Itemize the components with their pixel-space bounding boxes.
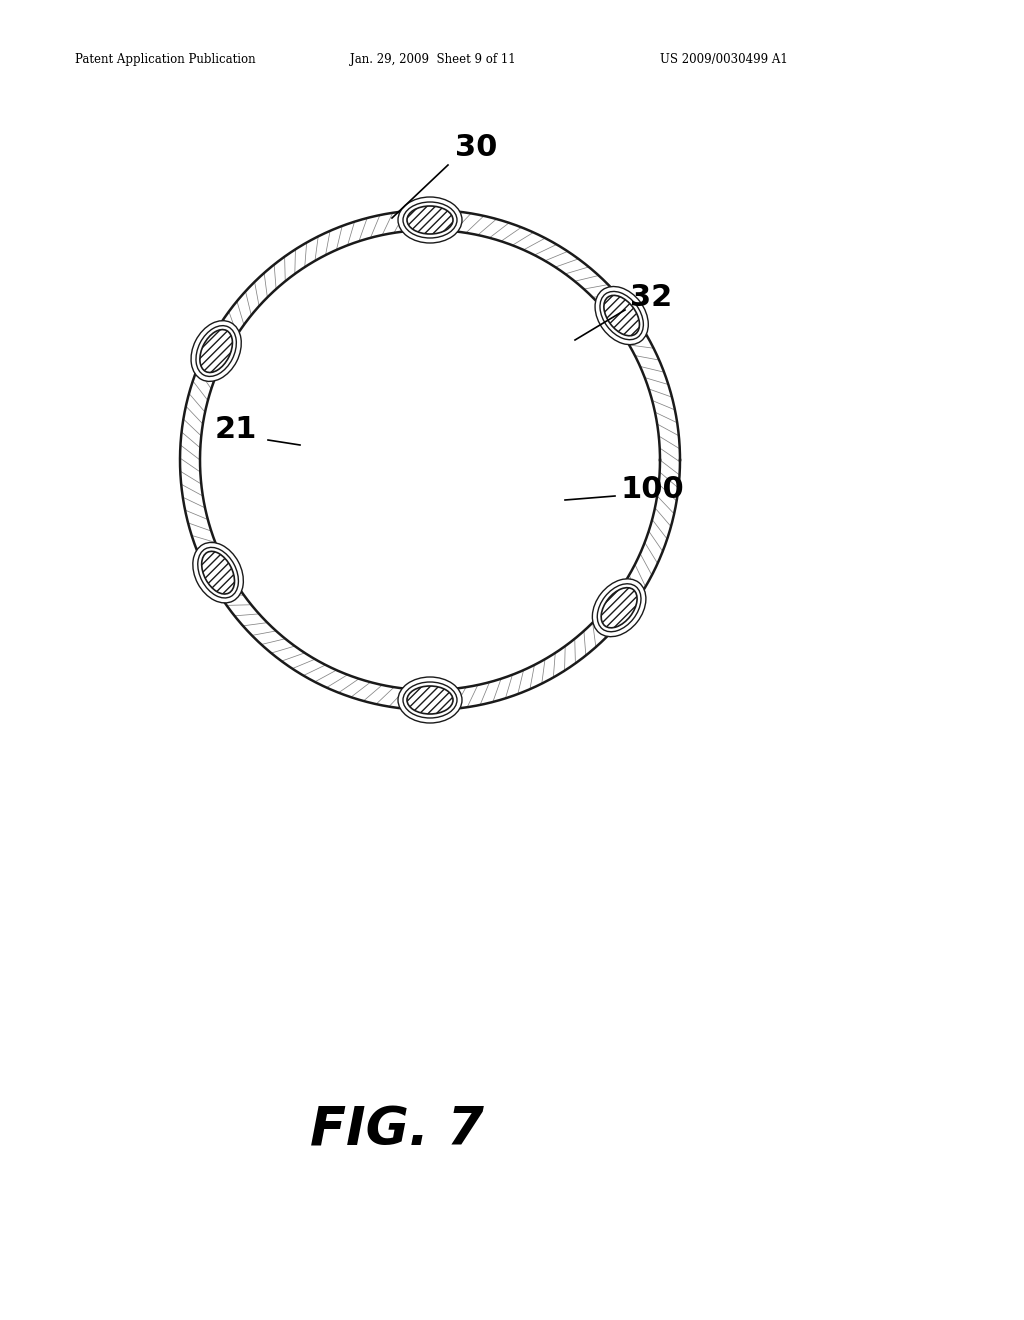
Ellipse shape [202,552,234,594]
Ellipse shape [403,682,457,718]
Ellipse shape [595,286,648,345]
Ellipse shape [193,543,244,603]
Text: Jan. 29, 2009  Sheet 9 of 11: Jan. 29, 2009 Sheet 9 of 11 [350,54,516,66]
Text: 32: 32 [630,284,672,313]
Ellipse shape [592,579,646,636]
Text: US 2009/0030499 A1: US 2009/0030499 A1 [660,54,787,66]
Ellipse shape [196,326,237,376]
Ellipse shape [191,321,242,381]
Ellipse shape [398,197,462,243]
Ellipse shape [597,583,641,632]
Ellipse shape [601,587,637,628]
Text: 30: 30 [455,133,498,162]
Ellipse shape [198,548,239,598]
Polygon shape [180,210,680,710]
Ellipse shape [403,202,457,238]
Text: FIG. 7: FIG. 7 [310,1104,484,1156]
Text: Patent Application Publication: Patent Application Publication [75,54,256,66]
Ellipse shape [407,206,453,234]
Ellipse shape [407,686,453,714]
Ellipse shape [398,677,462,723]
Ellipse shape [200,330,232,372]
Ellipse shape [600,292,643,339]
Text: 100: 100 [620,475,684,504]
Ellipse shape [604,296,639,335]
Text: 21: 21 [215,416,257,445]
